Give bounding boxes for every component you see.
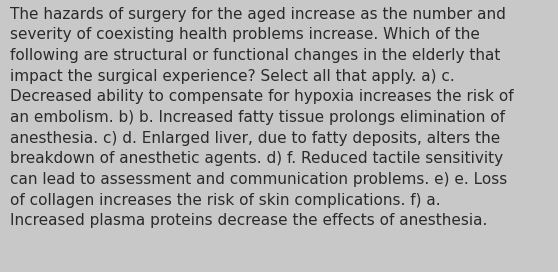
Text: The hazards of surgery for the aged increase as the number and
severity of coexi: The hazards of surgery for the aged incr… <box>10 7 514 228</box>
